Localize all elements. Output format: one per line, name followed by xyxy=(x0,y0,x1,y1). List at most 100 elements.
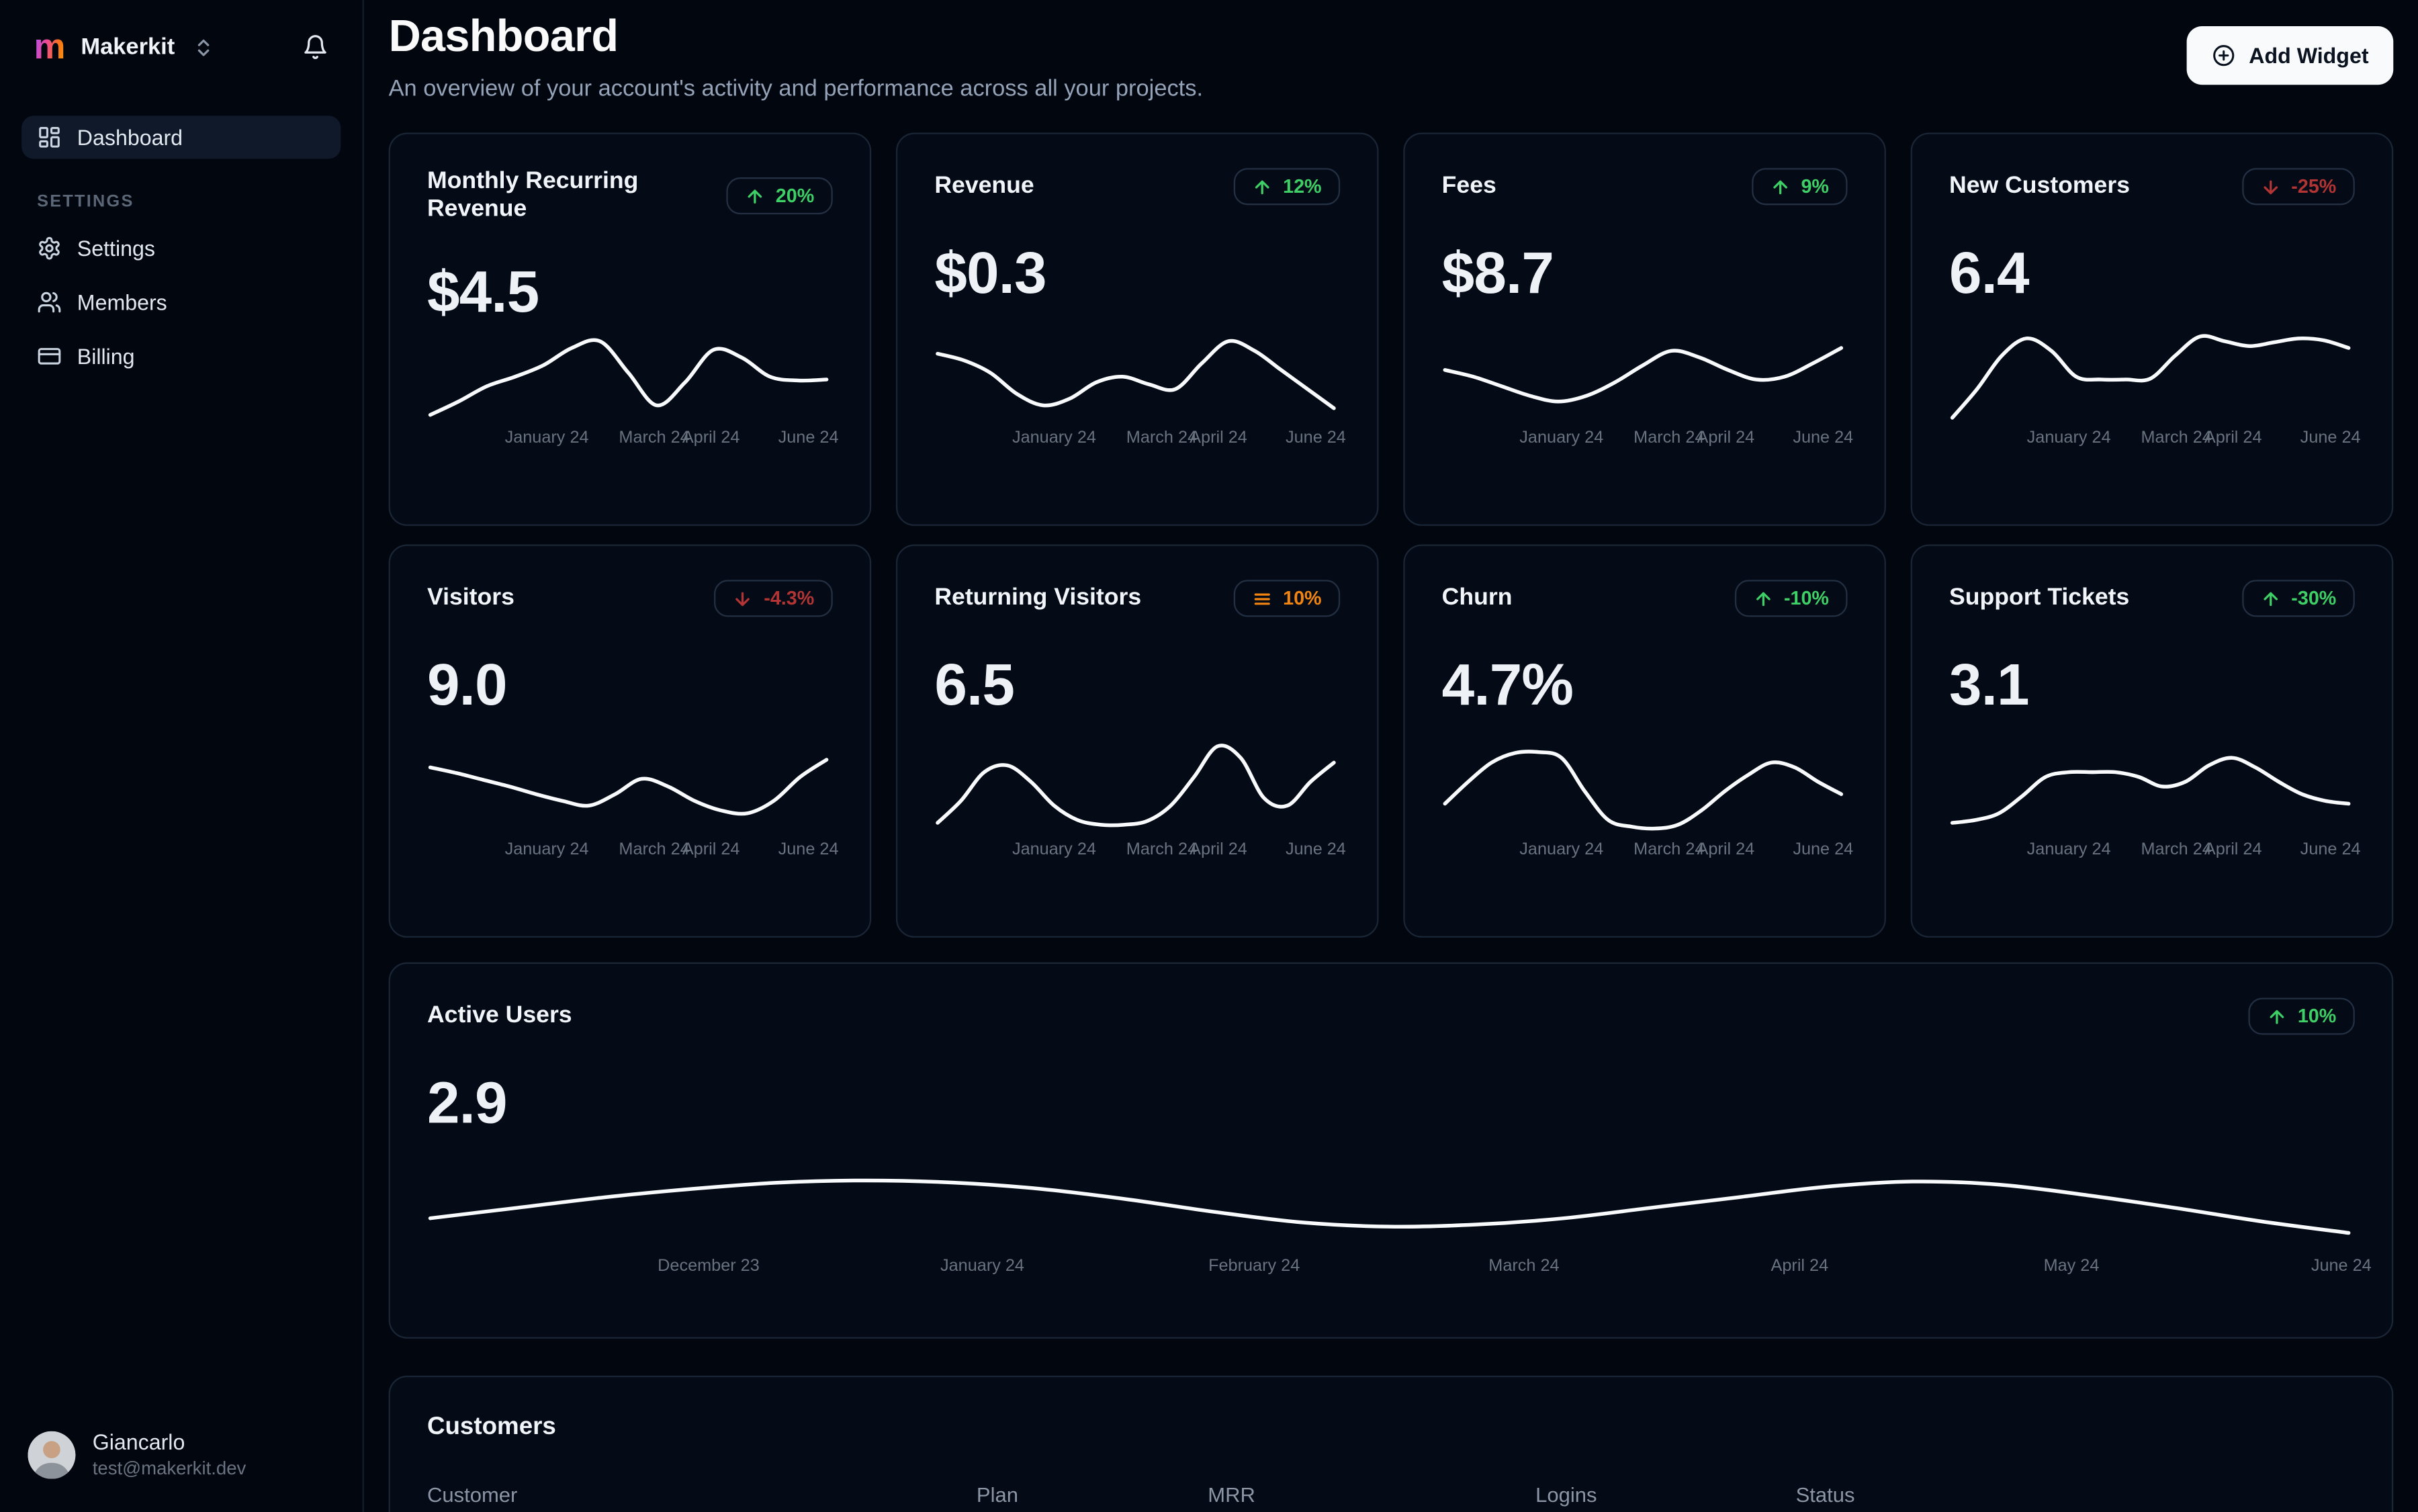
x-axis-tick-label: January 24 xyxy=(940,1257,1024,1276)
sparkline-chart xyxy=(1445,328,1841,423)
card-title: Monthly Recurring Revenue xyxy=(427,169,639,223)
customers-card: Customers Customer Plan MRR Logins Status xyxy=(388,1376,2394,1512)
card-title: Support Tickets xyxy=(1949,585,2130,612)
sparkline-chart xyxy=(938,328,1334,423)
user-avatar xyxy=(28,1431,76,1480)
users-icon xyxy=(37,290,62,315)
sidebar-item-settings[interactable]: Settings xyxy=(21,227,341,270)
user-name: Giancarlo xyxy=(92,1430,185,1455)
trend-badge-value: -10% xyxy=(1783,588,1829,610)
x-axis-tick-label: March 24 xyxy=(1126,429,1198,448)
active-users-slot: Active Users 10% 2.9 December 23 January 24 F… xyxy=(388,963,2394,1339)
x-axis-labels: December 23 January 24 February 24 March 24… xyxy=(427,1257,2372,1279)
metric-value: 4.7% xyxy=(1441,654,1574,719)
add-widget-label: Add Widget xyxy=(2249,43,2369,69)
sidebar-item-billing[interactable]: Billing xyxy=(21,335,341,377)
page-header: Dashboard An overview of your account's … xyxy=(388,13,2394,103)
metric-value: 2.9 xyxy=(427,1072,508,1138)
arrow-up-icon xyxy=(2260,589,2280,609)
x-axis-labels: January 24 March 24 April 24 June 24 xyxy=(1442,841,1853,862)
x-axis-labels: January 24 March 24 April 24 June 24 xyxy=(427,429,839,451)
x-axis-tick-label: March 24 xyxy=(1633,429,1705,448)
x-axis-labels: January 24 March 24 April 24 June 24 xyxy=(934,841,1346,862)
trend-badge: 9% xyxy=(1751,169,1848,206)
x-axis-tick-label: December 23 xyxy=(658,1257,760,1276)
x-axis-tick-label: March 24 xyxy=(1633,841,1705,860)
dashboard-icon xyxy=(37,125,62,150)
x-axis-tick-label: January 24 xyxy=(1012,841,1096,860)
x-axis-tick-label: June 24 xyxy=(1285,429,1346,448)
x-axis-tick-label: June 24 xyxy=(2300,429,2361,448)
trend-badge-value: -25% xyxy=(2291,176,2337,198)
x-axis-tick-label: March 24 xyxy=(2141,841,2212,860)
trend-badge: -30% xyxy=(2241,580,2355,618)
x-axis-tick-label: June 24 xyxy=(778,429,839,448)
card-title: New Customers xyxy=(1949,173,2131,200)
sidebar-section-settings: SETTINGS xyxy=(37,192,134,212)
metric-card-new_customers: New Customers -25% 6.4 January 24 March 24 Ap… xyxy=(1910,133,2394,527)
workspace-selector[interactable]: m Makerkit xyxy=(34,26,215,66)
arrow-up-icon xyxy=(1771,177,1791,197)
metric-value: 9.0 xyxy=(427,654,508,719)
x-axis-tick-label: January 24 xyxy=(1519,841,1604,860)
x-axis-tick-label: March 24 xyxy=(619,429,690,448)
arrow-up-icon xyxy=(2267,1007,2287,1027)
sparkline-chart xyxy=(1953,328,2349,423)
x-axis-labels: January 24 March 24 April 24 June 24 xyxy=(427,841,839,862)
arrow-up-icon xyxy=(1753,589,1773,609)
metric-card-fees: Fees 9% $8.7 January 24 March 24 April 24 June… xyxy=(1403,133,1886,527)
credit-card-icon xyxy=(37,344,62,369)
x-axis-labels: January 24 March 24 April 24 June 24 xyxy=(1949,841,2361,862)
x-axis-tick-label: March 24 xyxy=(1488,1257,1560,1276)
sidebar-item-label: Billing xyxy=(77,343,135,369)
metric-value: $4.5 xyxy=(427,261,539,326)
x-axis-tick-label: April 24 xyxy=(1697,841,1755,860)
column-header-mrr: MRR xyxy=(1208,1484,1255,1508)
user-menu[interactable]: Giancarlo test@makerkit.dev xyxy=(21,1427,341,1484)
column-header-logins: Logins xyxy=(1535,1484,1597,1508)
x-axis-tick-label: May 24 xyxy=(2043,1257,2100,1276)
sidebar-item-label: Members xyxy=(77,290,167,315)
sparkline-chart xyxy=(1953,740,2349,835)
sidebar-nav: Dashboard SETTINGS Settings Members xyxy=(21,116,341,377)
trend-badge: 10% xyxy=(1233,580,1341,618)
metric-value: 6.5 xyxy=(934,654,1015,719)
x-axis-tick-label: February 24 xyxy=(1208,1257,1300,1276)
arrow-down-icon xyxy=(2260,177,2280,197)
card-title: Churn xyxy=(1441,585,1513,612)
x-axis-tick-label: January 24 xyxy=(1519,429,1604,448)
sparkline-chart xyxy=(431,740,827,835)
equal-lines-icon xyxy=(1252,589,1272,609)
sparkline-chart xyxy=(1445,740,1841,835)
add-widget-button[interactable]: Add Widget xyxy=(2187,26,2394,85)
arrow-down-icon xyxy=(733,589,753,609)
x-axis-tick-label: April 24 xyxy=(682,841,740,860)
sidebar-item-label: Dashboard xyxy=(77,124,183,150)
user-email: test@makerkit.dev xyxy=(92,1457,247,1479)
customers-heading: Customers xyxy=(427,1415,556,1441)
x-axis-tick-label: January 24 xyxy=(2026,841,2111,860)
card-title: Fees xyxy=(1441,173,1496,200)
trend-badge: -4.3% xyxy=(714,580,833,618)
makerkit-logo-icon: m xyxy=(34,26,66,66)
x-axis-labels: January 24 March 24 April 24 June 24 xyxy=(1442,429,1853,451)
metric-card-visitors: Visitors -4.3% 9.0 January 24 March 24 April … xyxy=(388,545,872,938)
brand-name: Makerkit xyxy=(81,34,175,60)
x-axis-tick-label: January 24 xyxy=(2026,429,2111,448)
x-axis-tick-label: April 24 xyxy=(1190,429,1247,448)
metric-card-revenue: Revenue 12% $0.3 January 24 March 24 April 24… xyxy=(895,133,1379,527)
page-subtitle: An overview of your account's activity a… xyxy=(388,76,1204,103)
x-axis-labels: January 24 March 24 April 24 June 24 xyxy=(934,429,1346,451)
sidebar-item-members[interactable]: Members xyxy=(21,281,341,324)
trend-badge: -25% xyxy=(2241,169,2355,206)
trend-badge: 12% xyxy=(1233,169,1341,206)
metric-cards-grid: Monthly Recurring Revenue 20% $4.5 January … xyxy=(388,133,2394,938)
sidebar-item-dashboard[interactable]: Dashboard xyxy=(21,116,341,159)
card-title: Visitors xyxy=(427,585,514,612)
trend-badge-value: 20% xyxy=(775,185,815,208)
x-axis-tick-label: April 24 xyxy=(2204,429,2262,448)
x-axis-tick-label: April 24 xyxy=(2204,841,2262,860)
metric-card-returning_visitors: Returning Visitors 10% 6.5 January 24 March … xyxy=(895,545,1379,938)
notifications-button[interactable] xyxy=(296,28,334,66)
